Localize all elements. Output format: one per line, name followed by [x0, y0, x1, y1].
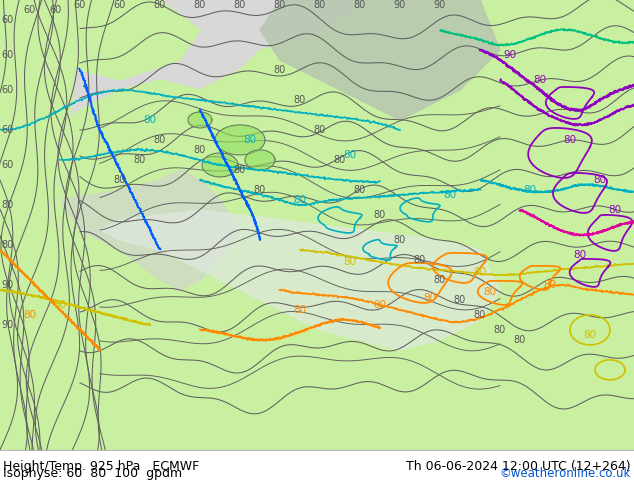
Polygon shape: [0, 0, 200, 80]
Text: 80: 80: [334, 155, 346, 165]
Text: 60: 60: [114, 0, 126, 10]
Text: 80: 80: [314, 125, 326, 135]
Text: 80: 80: [593, 175, 607, 185]
Text: 80: 80: [194, 145, 206, 155]
Polygon shape: [245, 150, 275, 170]
Text: 80: 80: [154, 0, 166, 10]
Polygon shape: [202, 153, 238, 177]
Text: 80: 80: [294, 305, 307, 315]
Polygon shape: [0, 270, 100, 450]
Text: 80: 80: [524, 185, 536, 195]
Text: 80: 80: [573, 250, 586, 260]
Text: 80: 80: [243, 135, 257, 145]
Text: 80: 80: [583, 330, 597, 340]
Polygon shape: [480, 250, 634, 450]
Text: 60: 60: [49, 5, 61, 15]
Text: 80: 80: [254, 185, 266, 195]
Polygon shape: [215, 125, 265, 155]
Polygon shape: [188, 112, 212, 128]
Text: 80: 80: [344, 150, 356, 160]
Text: Isophyse: 60  80  100  gpdm: Isophyse: 60 80 100 gpdm: [3, 467, 183, 480]
Text: 80: 80: [424, 293, 437, 303]
Text: 80: 80: [514, 335, 526, 345]
Text: 80: 80: [484, 287, 496, 297]
Text: 80: 80: [434, 275, 446, 285]
Text: 60: 60: [2, 125, 14, 135]
Text: 80: 80: [564, 135, 576, 145]
Text: 60: 60: [2, 160, 14, 170]
Text: 80: 80: [134, 155, 146, 165]
Text: 60: 60: [74, 0, 86, 10]
Text: 80: 80: [543, 280, 557, 290]
Text: 80: 80: [609, 205, 621, 215]
Text: 80: 80: [194, 0, 206, 10]
Polygon shape: [60, 170, 240, 290]
Text: 80: 80: [274, 65, 286, 75]
Text: 80: 80: [2, 240, 14, 250]
Text: 80: 80: [114, 175, 126, 185]
Text: 90: 90: [2, 280, 14, 290]
Text: 80: 80: [474, 310, 486, 320]
Text: 60: 60: [24, 5, 36, 15]
Text: 80: 80: [143, 115, 157, 125]
Text: 80: 80: [234, 0, 246, 10]
Text: 90: 90: [503, 50, 517, 60]
Text: 60: 60: [2, 15, 14, 25]
Text: 80: 80: [374, 210, 386, 220]
Text: 90: 90: [434, 0, 446, 10]
Text: 80: 80: [23, 310, 37, 320]
Text: 80: 80: [354, 185, 366, 195]
Polygon shape: [0, 0, 80, 300]
Text: Th 06-06-2024 12:00 UTC (12+264): Th 06-06-2024 12:00 UTC (12+264): [406, 460, 631, 473]
Text: 80: 80: [443, 190, 456, 200]
Text: 60: 60: [2, 50, 14, 60]
Polygon shape: [0, 0, 634, 450]
Text: 80: 80: [344, 257, 356, 267]
Text: 80: 80: [394, 235, 406, 245]
Text: 80: 80: [294, 95, 306, 105]
Text: 90: 90: [394, 0, 406, 10]
Polygon shape: [260, 0, 500, 120]
Text: 80: 80: [294, 195, 307, 205]
Text: 80: 80: [454, 295, 466, 305]
Text: ©weatheronline.co.uk: ©weatheronline.co.uk: [500, 467, 631, 480]
Polygon shape: [100, 210, 500, 350]
Text: 80: 80: [53, 300, 67, 310]
Text: 80: 80: [274, 0, 286, 10]
Text: 80: 80: [314, 0, 326, 10]
Text: 80: 80: [354, 0, 366, 10]
Text: 80: 80: [373, 300, 387, 310]
Text: 80: 80: [154, 135, 166, 145]
Text: 60: 60: [2, 85, 14, 95]
Text: 80: 80: [533, 75, 547, 85]
Text: Height/Temp. 925 hPa   ECMWF: Height/Temp. 925 hPa ECMWF: [3, 460, 200, 473]
Text: 80: 80: [414, 255, 426, 265]
Text: 80: 80: [494, 325, 506, 335]
Text: 80: 80: [234, 165, 246, 175]
Polygon shape: [150, 140, 480, 310]
Polygon shape: [560, 0, 634, 210]
Text: 80: 80: [2, 200, 14, 210]
Text: 80: 80: [474, 267, 486, 277]
Text: 90: 90: [2, 320, 14, 330]
